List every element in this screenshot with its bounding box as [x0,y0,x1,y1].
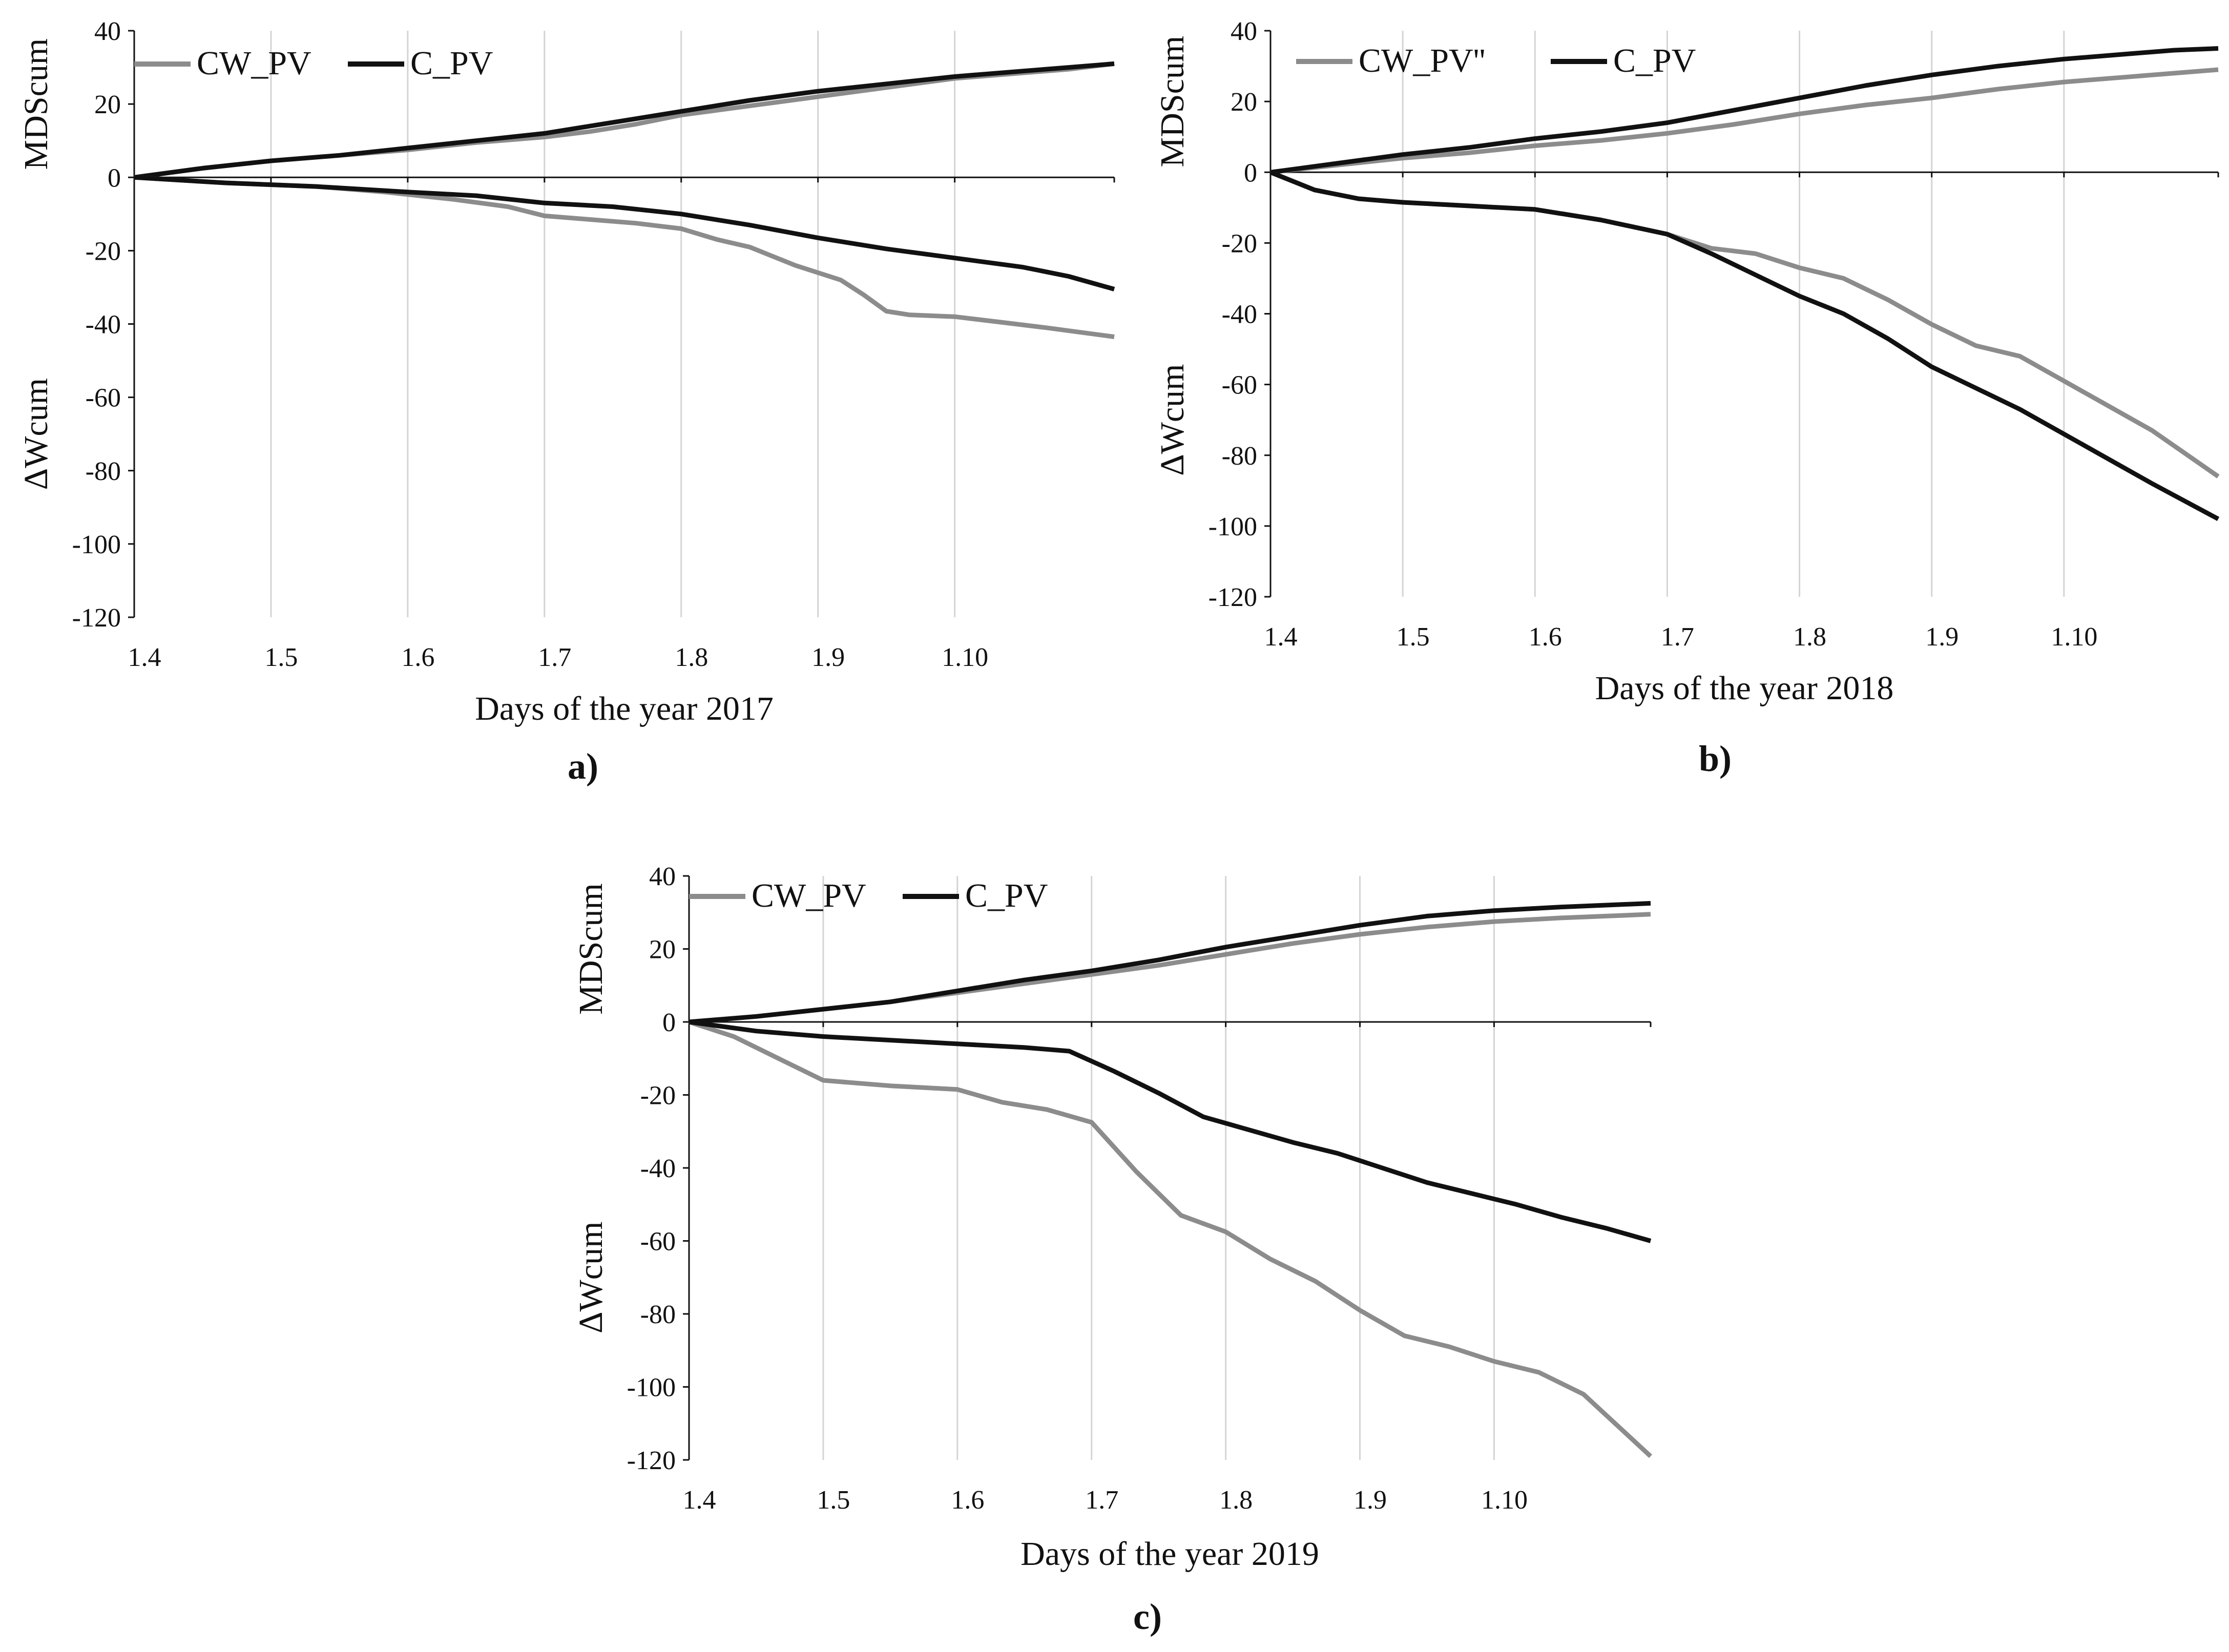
y-tick-label: 40 [1231,17,1257,46]
y-tick-label: -20 [640,1081,676,1111]
y-axis-title-bottom: ΔWcum [572,1222,610,1333]
x-tick-label: 1.10 [1481,1486,1528,1515]
y-tick-label: 0 [108,163,121,193]
series-line-cwpv-dwcum [134,175,1115,339]
legend-label: CW_PV'' [1359,42,1485,79]
legend-label: C_PV [965,877,1048,914]
x-tick-label: 1.7 [1085,1486,1118,1515]
y-tick-label: -80 [1222,442,1257,471]
y-axis-title-top: MDScum [572,883,610,1015]
x-tick-label: 1.8 [1793,622,1826,652]
y-tick-label: -100 [627,1373,676,1403]
y-tick-label: 40 [94,17,121,46]
y-axis-title-top: MDScum [1154,36,1191,168]
legend-label: CW_PV [752,877,866,914]
x-tick-label: 1.5 [264,643,298,672]
y-tick-label: 0 [1244,158,1257,187]
panel-label: b) [1699,738,1732,779]
series-line-cpv-dwcum [689,1019,1652,1243]
x-tick-label: 1.9 [811,643,845,672]
series-line-cwpv-dwcum [1269,170,2220,478]
x-axis-title: Days of the year 2019 [1020,1535,1319,1573]
x-tick-label: 1.5 [817,1486,850,1515]
x-tick-label: 1.9 [1925,622,1959,652]
y-tick-label: -100 [72,530,121,559]
series-line-cpv-mdscum [689,901,1651,1024]
y-tick-label: 20 [1231,88,1257,117]
y-tick-label: -120 [627,1446,676,1475]
y-tick-label: 20 [649,935,676,965]
legend-label: C_PV [1613,42,1696,79]
y-tick-label: -40 [86,310,121,340]
x-tick-label: 1.8 [675,643,708,672]
y-tick-label: -120 [72,603,121,633]
x-tick-label: 1.10 [942,643,988,672]
y-axis-title-bottom: ΔWcum [1154,364,1191,476]
series-line-cpv-dwcum [134,175,1115,291]
y-tick-label: 0 [662,1008,676,1037]
x-tick-label: 1.4 [683,1486,716,1515]
legend-label: C_PV [410,45,493,82]
y-tick-label: -60 [640,1227,676,1257]
x-tick-label: 1.4 [128,643,161,672]
panel-label: a) [568,746,598,787]
y-tick-label: -40 [640,1154,676,1183]
y-tick-label: -120 [1209,583,1257,612]
series-line-cpv-mdscum [134,61,1115,180]
y-tick-label: -100 [1209,512,1257,541]
panel-label: c) [1133,1596,1162,1637]
x-tick-label: 1.4 [1264,622,1298,652]
x-tick-label: 1.6 [401,643,434,672]
y-tick-label: -40 [1222,300,1257,329]
x-tick-label: 1.6 [951,1486,984,1515]
x-axis-title: Days of the year 2018 [1595,670,1894,707]
y-tick-label: -20 [86,237,121,266]
y-tick-label: -20 [1222,229,1257,258]
series-line-cpv-dwcum [1269,170,2220,521]
y-axis-title-top: MDScum [17,38,55,170]
legend-label: CW_PV [197,45,311,82]
y-tick-label: 20 [94,90,121,119]
y-axis-title-bottom: ΔWcum [17,378,55,490]
x-tick-label: 1.6 [1529,622,1562,652]
series-line-cpv-mdscum [1270,46,2219,175]
x-tick-label: 1.7 [538,643,571,672]
x-axis-title: Days of the year 2017 [475,690,774,727]
series-line-cwpv-mdscum [1270,67,2219,175]
y-tick-label: -60 [1222,371,1257,400]
y-tick-label: -60 [86,384,121,413]
series-line-cwpv-dwcum [688,1019,1653,1458]
x-tick-label: 1.9 [1353,1486,1387,1515]
x-tick-label: 1.7 [1661,622,1694,652]
y-tick-label: -80 [86,457,121,486]
x-tick-label: 1.8 [1219,1486,1253,1515]
y-tick-label: 40 [649,862,676,891]
y-tick-label: -80 [640,1300,676,1329]
x-tick-label: 1.5 [1397,622,1430,652]
x-tick-label: 1.10 [2051,622,2097,652]
